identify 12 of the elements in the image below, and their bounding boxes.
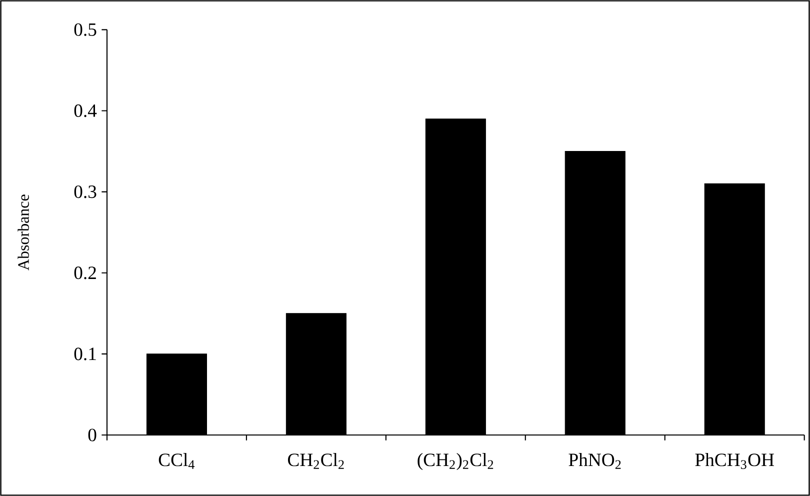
y-tick-label: 0.3 [74, 185, 96, 198]
x-tick-label: CH$_{2}$Cl$_{2}$ [288, 453, 344, 469]
y-axis-title: Absorbance [18, 194, 29, 270]
x-tick-label: PhNO$_{2}$ [568, 453, 621, 469]
x-tick-label: PhCH$_{3}$OH [695, 453, 774, 469]
x-tick-label: CCl$_{4}$ [158, 453, 195, 469]
x-tick-label: (CH$_{2}$)$_{2}$Cl$_{2}$ [418, 453, 494, 470]
y-tick-label: 0.4 [74, 104, 97, 118]
y-tick-label: 0.5 [74, 23, 96, 36]
y-tick-label: 0 [88, 428, 96, 442]
y-tick-label: 0.1 [74, 348, 96, 360]
y-tick-label: 0.2 [74, 266, 96, 280]
